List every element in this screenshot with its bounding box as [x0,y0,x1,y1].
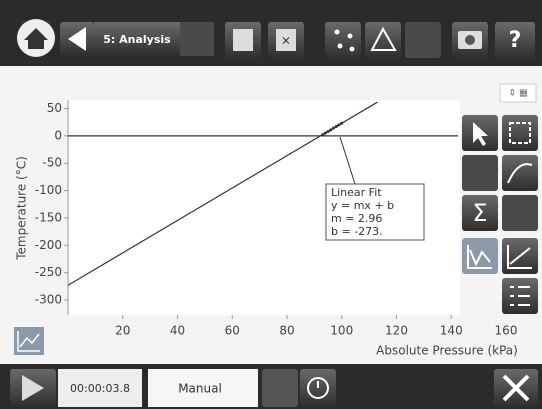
back-button[interactable] [60,22,94,56]
data-point [340,122,343,125]
disabled-tool[interactable] [502,195,538,231]
screen: 5: Analysis × ? 50 0 -50 -100 -150 -200 -250 -3… [0,0,542,409]
timer-button[interactable] [300,369,336,407]
x-tick-label: 40 [170,324,185,338]
fit-equation: y = mx + b [331,199,394,212]
home-button[interactable] [17,19,55,57]
select-tool[interactable] [462,115,498,151]
data-point [332,127,335,130]
data-point [321,133,324,136]
y-tick-label: -300 [35,293,62,307]
options-tool[interactable] [502,278,538,314]
points-button[interactable] [325,22,361,58]
delete-button[interactable]: × [268,22,304,58]
svg-text:?: ? [509,28,522,53]
x-tick-label: 60 [225,324,240,338]
data-point [335,125,338,128]
data-point [324,132,327,135]
integral-tool[interactable] [462,238,498,274]
connect-button[interactable] [365,22,401,58]
x-tick-label: 100 [330,324,353,338]
play-button[interactable] [10,369,56,407]
y-tick-label: -200 [35,238,62,252]
y-tick-label: -100 [35,183,62,197]
camera-button[interactable] [452,22,488,58]
curve-fit-tool[interactable] [502,155,538,191]
new-button[interactable] [225,22,261,58]
x-tick-label: 120 [385,324,408,338]
y-tick-label: -50 [42,156,62,170]
page: {"toolbar": {"page_label": "5: Analysis"… [0,0,542,409]
y-tick-label: 0 [54,128,62,142]
data-point [338,123,341,126]
x-tick-label: 160 [495,324,518,338]
disabled-button[interactable] [405,22,441,58]
y-tick-label: -150 [35,210,62,224]
fit-intercept: b = -273. [331,225,383,238]
keep-button[interactable] [262,369,298,407]
y-axis-label: Temperature (°C) [15,156,29,261]
svg-text:⇕ ▦: ⇕ ▦ [509,89,528,99]
fit-title: Linear Fit [331,186,382,199]
tools-button[interactable] [494,369,538,407]
x-tick-label: 80 [279,324,294,338]
svg-text:Σ: Σ [472,199,487,227]
mode-label: Manual [178,382,222,396]
x-tick-label: 140 [440,324,463,338]
svg-text:×: × [281,34,291,48]
statistics-tool[interactable]: Σ [462,195,498,231]
x-axis-label: Absolute Pressure (kPa) [376,344,518,358]
scale-toggle[interactable]: ⇕ ▦ [500,84,536,102]
data-point [327,130,330,133]
x-tick-label: 20 [115,324,130,338]
page-label: 5: Analysis [103,33,171,46]
tangent-tool[interactable] [502,238,538,274]
disabled-tool[interactable] [462,155,498,191]
graph-icon[interactable] [14,327,44,355]
zoom-tool[interactable] [502,115,538,151]
data-point [329,128,332,131]
fit-slope: m = 2.96 [331,212,382,225]
forward-button[interactable] [180,22,214,56]
y-tick-label: -250 [35,265,62,279]
elapsed-time: 00:00:03.8 [70,382,130,395]
help-button[interactable]: ? [495,22,535,58]
y-tick-label: 50 [47,101,62,115]
